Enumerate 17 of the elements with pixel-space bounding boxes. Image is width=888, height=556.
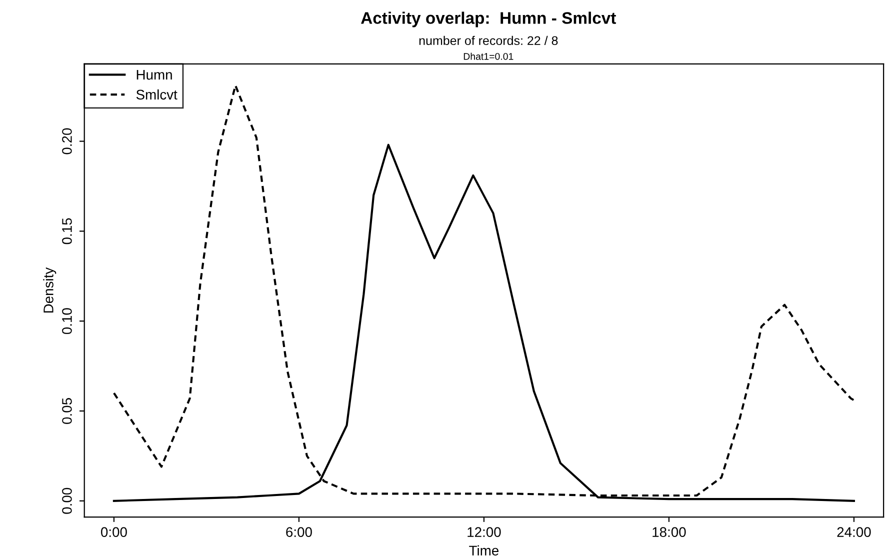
x-axis-title: Time	[469, 545, 499, 556]
y-tick-label: 0.20	[62, 128, 72, 154]
legend-label: Humn	[136, 70, 172, 80]
x-tick-label: 12:00	[468, 527, 501, 538]
chart-subtitle: number of records: 22 / 8	[419, 36, 558, 46]
text: Dhat1=0.01	[464, 52, 514, 60]
chart-title: Activity overlap: Humn - Smlcvt	[361, 12, 616, 28]
x-tick-label: 18:00	[652, 527, 686, 538]
y-tick-label: 0.05	[62, 398, 72, 424]
legend-label: Smlcvt	[136, 89, 178, 100]
y-axis-title: Density	[43, 267, 56, 313]
y-tick-label: 0.15	[62, 218, 72, 244]
x-tick-label: 24:00	[837, 527, 871, 538]
x-tick-label: 0:00	[100, 527, 127, 538]
x-tick-label: 6:00	[286, 527, 312, 538]
y-tick-label: 0.10	[62, 308, 72, 334]
y-tick-label: 0.00	[62, 488, 72, 514]
